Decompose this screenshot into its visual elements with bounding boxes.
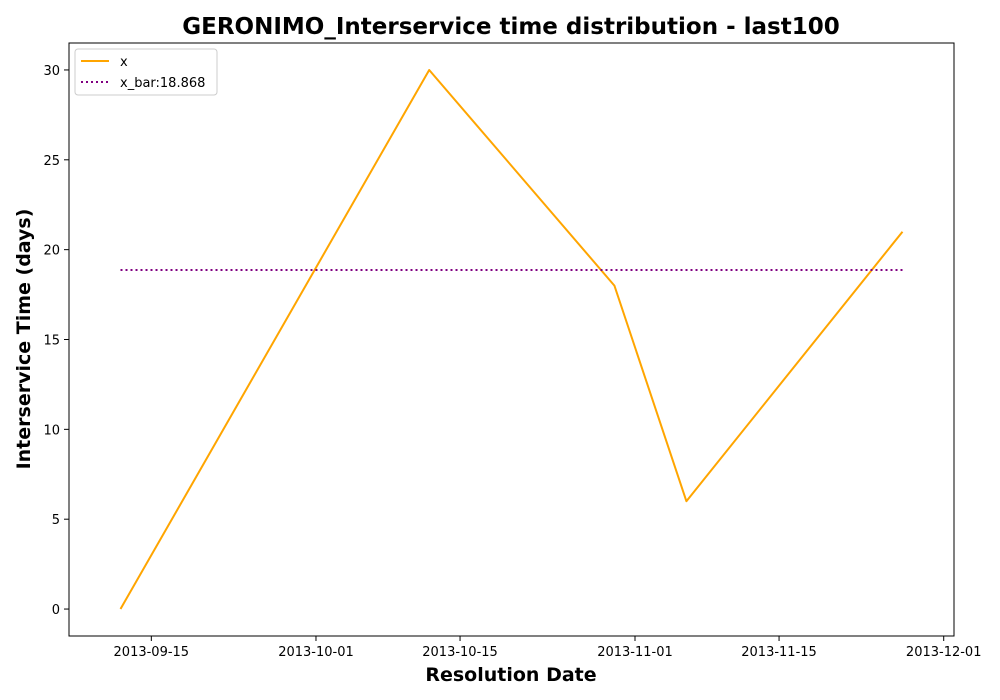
x-tick-label: 2013-11-15: [741, 645, 817, 660]
legend-label-x: x: [120, 55, 128, 70]
y-tick-label: 15: [43, 334, 60, 349]
legend: x x_bar:18.868: [74, 48, 218, 96]
y-axis: 0 5 10 15 20 25 30: [43, 64, 69, 618]
x-tick-label: 2013-11-01: [597, 645, 673, 660]
x-tick-label: 2013-09-15: [114, 645, 190, 660]
x-tick-label: 2013-12-01: [906, 645, 982, 660]
series-line-x: [119, 69, 904, 610]
series-layer: [119, 69, 904, 610]
y-tick-label: 10: [43, 423, 60, 438]
y-tick-label: 30: [43, 64, 60, 79]
y-tick-label: 5: [52, 513, 60, 528]
x-tick-label: 2013-10-15: [422, 645, 498, 660]
chart-title: GERONIMO_Interservice time distribution …: [182, 14, 839, 40]
x-axis: 2013-09-15 2013-10-01 2013-10-15 2013-11-01…: [114, 636, 982, 660]
y-tick-label: 20: [43, 244, 60, 259]
x-axis-label: Resolution Date: [425, 664, 596, 686]
legend-box: [74, 48, 218, 96]
y-axis-label: Interservice Time (days): [13, 209, 35, 470]
legend-label-x-bar: x_bar:18.868: [120, 76, 205, 91]
plot-area: [68, 42, 955, 637]
x-tick-label: 2013-10-01: [278, 645, 354, 660]
y-tick-label: 0: [52, 603, 60, 618]
y-tick-label: 25: [43, 154, 60, 169]
